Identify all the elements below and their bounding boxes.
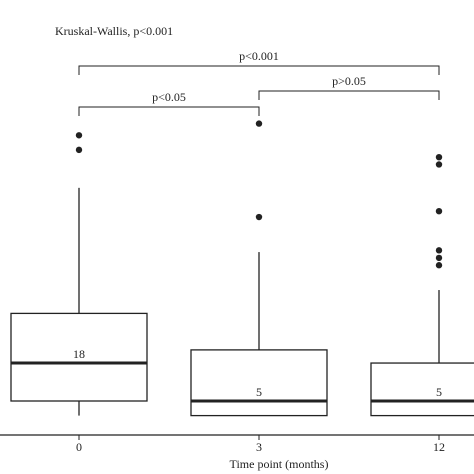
box (370, 362, 474, 417)
outlier (435, 247, 443, 254)
median-label: 18 (73, 347, 85, 361)
x-tick-label: 3 (256, 440, 262, 454)
x-axis-label: Time point (months) (230, 457, 329, 471)
chart-title: Kruskal-Wallis, p<0.001 (55, 24, 173, 38)
significance-bracket (78, 65, 440, 75)
outlier (255, 120, 263, 127)
box (190, 349, 328, 417)
outlier (435, 153, 443, 161)
significance-label: p<0.001 (239, 49, 279, 63)
outlier (435, 254, 443, 262)
outlier (435, 262, 443, 269)
x-tick-label: 12 (433, 440, 445, 454)
outlier (435, 161, 443, 168)
outlier (435, 208, 443, 215)
significance-label: p<0.05 (152, 90, 186, 104)
median-label: 5 (256, 385, 262, 399)
outlier (75, 146, 83, 154)
significance-bracket (258, 90, 440, 100)
significance-bracket (78, 106, 260, 116)
outlier (75, 132, 83, 139)
box (10, 312, 148, 402)
outlier (255, 213, 263, 221)
significance-label: p>0.05 (332, 74, 366, 88)
median-label: 5 (436, 385, 442, 399)
x-tick-label: 0 (76, 440, 82, 454)
